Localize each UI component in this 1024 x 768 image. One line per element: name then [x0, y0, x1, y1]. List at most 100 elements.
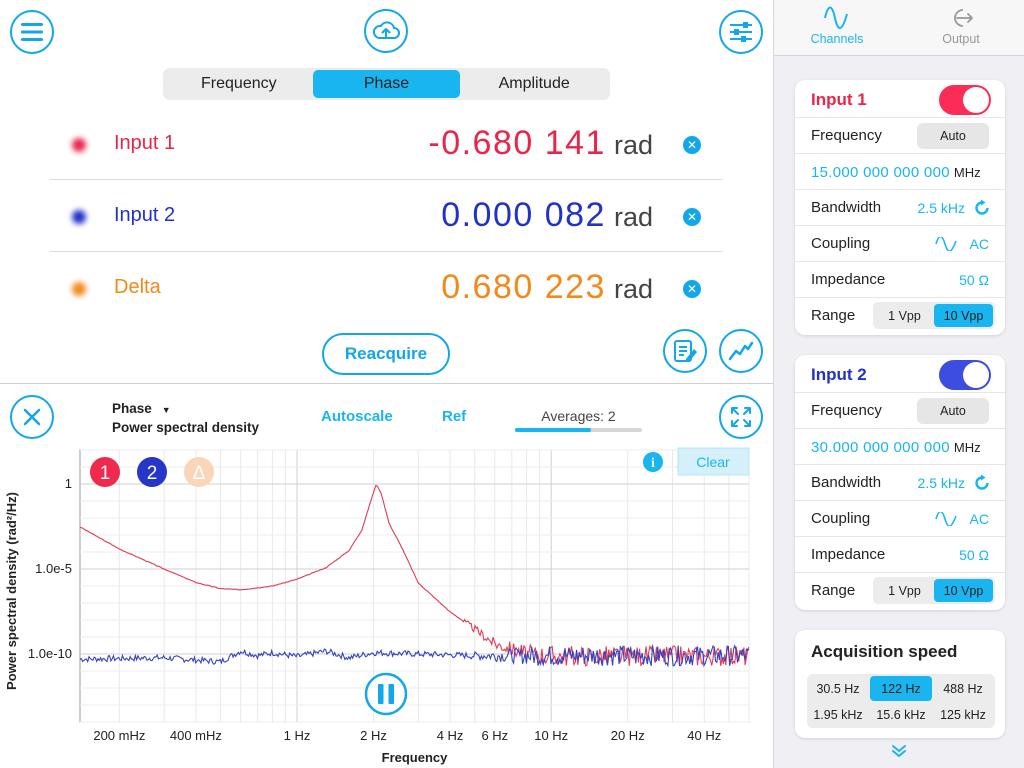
- reading-label: Input 1: [114, 132, 176, 154]
- speed-option[interactable]: 30.5 Hz: [816, 681, 860, 696]
- speed-option[interactable]: 488 Hz: [943, 681, 983, 696]
- x-tick-label: 2 Hz: [360, 728, 387, 743]
- tab-channels-label: Channels: [810, 32, 864, 46]
- tab-output-label: Output: [942, 32, 980, 46]
- bandwidth-label: Bandwidth: [811, 199, 882, 216]
- averages-progress-fill: [515, 428, 592, 432]
- frequency-auto-button[interactable]: Auto: [917, 398, 989, 424]
- edit-notes-icon: [674, 340, 697, 362]
- reading-value: -0.680 141 rad: [428, 124, 653, 163]
- x-tick-label: 40 Hz: [687, 728, 721, 743]
- channel-badge-2[interactable]: [137, 457, 167, 487]
- channel-card-input-1: Input 1 Frequency Auto 15.000 000 000 00…: [795, 80, 1005, 335]
- range-row: Range 1 Vpp 10 Vpp: [795, 298, 1005, 334]
- remove-reading-button[interactable]: ✕: [683, 280, 701, 298]
- trend-button[interactable]: [719, 329, 763, 373]
- reading-unit: rad: [613, 130, 653, 160]
- dropdown-caret-icon: ▼: [161, 405, 171, 415]
- autoscale-button[interactable]: Autoscale: [321, 408, 393, 425]
- impedance-label: Impedance: [811, 546, 886, 563]
- frequency-row: Frequency Auto: [795, 393, 1005, 429]
- ref-button[interactable]: Ref: [442, 408, 467, 425]
- x-tick-label: 1 Hz: [284, 728, 311, 743]
- reading-value: 0.000 082 rad: [441, 196, 653, 235]
- averages-progress: [515, 428, 642, 432]
- range-option[interactable]: 10 Vpp: [934, 579, 993, 602]
- channel-dot: [72, 138, 86, 152]
- channel-enable-toggle[interactable]: [939, 85, 991, 115]
- frequency-value: 30.000 000 000 000 MHz: [811, 439, 981, 456]
- impedance-label: Impedance: [811, 271, 886, 288]
- frequency-label: Frequency: [811, 402, 882, 419]
- frequency-auto-button[interactable]: Auto: [917, 123, 989, 149]
- remove-reading-button[interactable]: ✕: [683, 208, 701, 226]
- coupling-value: AC: [969, 511, 989, 527]
- channel-badge-3[interactable]: [184, 457, 214, 487]
- reacquire-button[interactable]: Reacquire: [322, 333, 450, 375]
- series-line-input-2: [79, 644, 750, 668]
- plot-mode-selector[interactable]: Phase ▼ Power spectral density: [112, 400, 259, 436]
- pause-button[interactable]: [364, 672, 408, 716]
- channel-enable-toggle[interactable]: [939, 360, 991, 390]
- refresh-icon[interactable]: [973, 474, 991, 497]
- channel-badge-1[interactable]: [90, 457, 120, 487]
- bandwidth-row[interactable]: Bandwidth 2.5 kHz: [795, 465, 1005, 501]
- refresh-icon[interactable]: [973, 199, 991, 222]
- settings-sliders-button[interactable]: [719, 10, 763, 54]
- coupling-value: AC: [969, 236, 989, 252]
- range-option[interactable]: 10 Vpp: [934, 304, 993, 327]
- range-option[interactable]: 1 Vpp: [888, 308, 921, 323]
- segment-frequency[interactable]: Frequency: [201, 75, 277, 92]
- impedance-row[interactable]: Impedance 50 Ω: [795, 262, 1005, 298]
- frequency-value-row[interactable]: 30.000 000 000 000 MHz: [795, 429, 1005, 465]
- y-tick-label: 1.0e-10: [28, 646, 72, 661]
- x-tick-label: 4 Hz: [437, 728, 464, 743]
- cloud-upload-button[interactable]: [364, 9, 408, 53]
- bandwidth-row[interactable]: Bandwidth 2.5 kHz: [795, 190, 1005, 226]
- section-divider: [0, 383, 773, 384]
- expand-plot-button[interactable]: [719, 395, 763, 439]
- y-axis-label: Power spectral density (rad²/Hz): [4, 492, 19, 690]
- cloud-upload-icon: [372, 21, 400, 39]
- tab-channels[interactable]: Channels: [787, 4, 887, 46]
- x-axis-label: Frequency: [382, 750, 449, 765]
- channel-badge-label: 2: [147, 463, 158, 484]
- menu-button[interactable]: [10, 10, 54, 54]
- speed-option[interactable]: 15.6 kHz: [876, 707, 926, 722]
- toggle-knob: [963, 362, 989, 388]
- main-panel: Frequency Phase Amplitude Input 1 -0.680…: [0, 9, 773, 765]
- range-label: Range: [811, 582, 856, 599]
- pause-icon: [378, 684, 384, 704]
- speed-option[interactable]: 1.95 kHz: [813, 707, 863, 722]
- tab-output[interactable]: Output: [911, 4, 1011, 46]
- channel-card-input-2: Input 2 Frequency Auto 30.000 000 000 00…: [795, 355, 1005, 610]
- speed-option[interactable]: 122 Hz: [870, 676, 932, 701]
- reading-row-delta: Delta 0.680 223 rad ✕: [50, 252, 723, 324]
- reading-unit: rad: [613, 202, 653, 232]
- impedance-row[interactable]: Impedance 50 Ω: [795, 537, 1005, 573]
- coupling-row[interactable]: Coupling AC: [795, 226, 1005, 262]
- impedance-value: 50 Ω: [959, 272, 989, 288]
- frequency-value-row[interactable]: 15.000 000 000 000 MHz: [795, 154, 1005, 190]
- remove-reading-button[interactable]: ✕: [683, 136, 701, 154]
- range-option[interactable]: 1 Vpp: [888, 583, 921, 598]
- sliders-icon: [730, 22, 752, 42]
- plot-mode: Power spectral density: [112, 420, 260, 435]
- acquisition-speed-title: Acquisition speed: [811, 642, 958, 661]
- close-plot-button[interactable]: [10, 395, 54, 439]
- channel-dot: [72, 210, 86, 224]
- segment-amplitude[interactable]: Amplitude: [498, 75, 570, 92]
- reading-value: 0.680 223 rad: [441, 268, 653, 307]
- notes-button[interactable]: [663, 329, 707, 373]
- clear-button[interactable]: [677, 447, 750, 476]
- speed-option[interactable]: 125 kHz: [940, 707, 986, 722]
- frequency-value: 15.000 000 000 000 MHz: [811, 164, 981, 181]
- scroll-down-icon[interactable]: [891, 744, 907, 763]
- segment-phase[interactable]: Phase: [312, 70, 461, 98]
- info-icon[interactable]: [643, 452, 663, 472]
- bandwidth-value: 2.5 kHz: [917, 475, 965, 491]
- bandwidth-value: 2.5 kHz: [917, 200, 965, 216]
- coupling-row[interactable]: Coupling AC: [795, 501, 1005, 537]
- plot-measure: Phase ▼: [112, 401, 171, 416]
- bandwidth-label: Bandwidth: [811, 474, 882, 491]
